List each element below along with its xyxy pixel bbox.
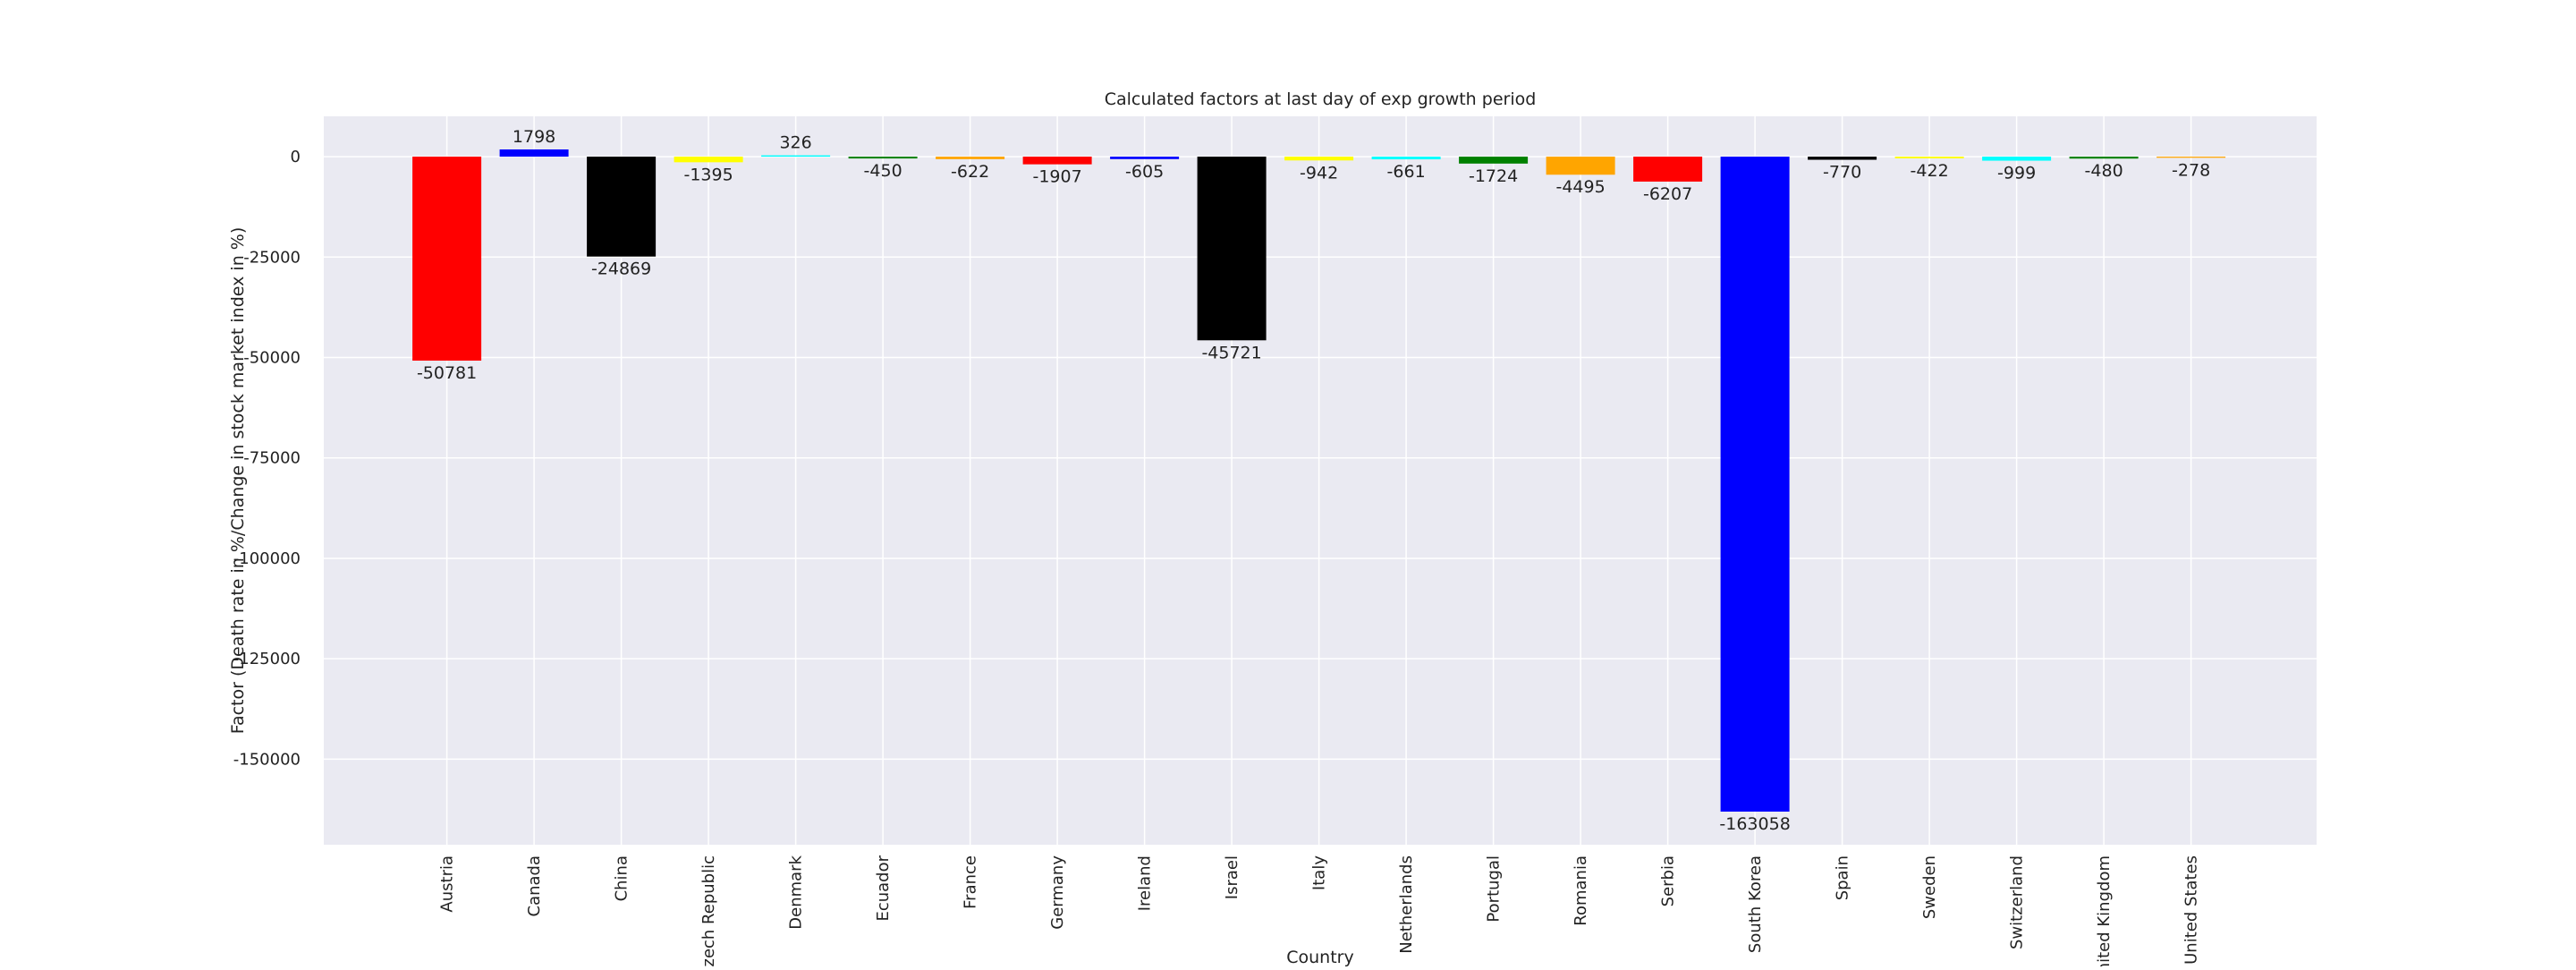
value-label: -1907 — [1032, 167, 1081, 187]
bar — [1720, 157, 1790, 812]
y-tick-label: -75000 — [243, 449, 301, 468]
value-label: -45721 — [1201, 343, 1261, 362]
x-tick-label: Denmark — [787, 855, 806, 929]
value-label: -622 — [951, 162, 989, 182]
y-tick-label: -150000 — [233, 750, 301, 769]
value-label: -661 — [1387, 162, 1426, 182]
value-label: -1724 — [1469, 166, 1518, 186]
x-tick-label: Israel — [1223, 855, 1241, 899]
value-label: -999 — [1997, 164, 2036, 183]
y-tick-label: 0 — [291, 148, 301, 166]
bar — [936, 157, 1005, 159]
bar — [1371, 157, 1441, 160]
x-axis-label: Country — [1286, 948, 1353, 966]
bar — [848, 157, 918, 159]
value-label: -942 — [1300, 163, 1338, 183]
bar — [674, 157, 743, 163]
bar — [1284, 157, 1354, 161]
plot-area — [324, 116, 2317, 845]
bar — [587, 157, 657, 257]
value-label: -1395 — [683, 165, 733, 184]
y-tick-label: -125000 — [233, 650, 301, 668]
bar — [1633, 157, 1703, 182]
bar — [1110, 157, 1180, 159]
x-tick-label: Switzerland — [2008, 855, 2027, 949]
x-tick-label: Spain — [1834, 855, 1852, 900]
bar — [761, 155, 831, 157]
x-tick-label: Sweden — [1920, 855, 1939, 919]
x-tick-label: Czech Republic — [699, 855, 718, 966]
value-label: -4495 — [1555, 177, 1605, 197]
bar — [2069, 157, 2139, 159]
x-tick-label: Austria — [438, 855, 457, 913]
x-tick-label: United Kingdom — [2095, 855, 2114, 966]
value-label: -6207 — [1643, 184, 1692, 204]
y-tick-label: -50000 — [243, 349, 301, 368]
bar — [1808, 157, 1877, 160]
x-tick-label: Ecuador — [874, 855, 893, 921]
bar — [412, 157, 482, 362]
value-label: -278 — [2172, 160, 2210, 180]
value-label: -422 — [1911, 161, 1949, 181]
value-label: -480 — [2085, 161, 2123, 181]
x-tick-label: United States — [2182, 855, 2201, 965]
chart-title: Calculated factors at last day of exp gr… — [1105, 89, 1537, 109]
x-tick-label: France — [962, 855, 980, 909]
x-tick-label: Portugal — [1485, 855, 1504, 923]
x-tick-label: Romania — [1572, 855, 1590, 926]
value-label: 1798 — [513, 127, 555, 147]
x-tick-label: Ireland — [1136, 855, 1155, 911]
x-tick-label: Serbia — [1659, 855, 1678, 906]
bar — [1894, 157, 1964, 158]
bar — [1022, 157, 1092, 165]
value-label: -24869 — [591, 260, 651, 279]
x-tick-label: Italy — [1310, 855, 1329, 890]
y-axis-label: Factor (Death rate in %/Change in stock … — [228, 227, 248, 734]
y-tick-label: -25000 — [243, 248, 301, 267]
value-label: -605 — [1125, 162, 1164, 182]
bar — [1546, 157, 1615, 175]
bar — [1197, 157, 1267, 341]
value-label: -450 — [864, 161, 902, 181]
value-label: -50781 — [417, 363, 477, 383]
x-tick-label: Netherlands — [1397, 855, 1416, 954]
bar — [1982, 157, 2052, 161]
y-tick-label: -100000 — [233, 549, 301, 568]
value-label: -770 — [1823, 163, 1861, 183]
value-label: -163058 — [1719, 814, 1790, 834]
bar — [1459, 157, 1529, 164]
x-tick-label: Canada — [525, 855, 544, 917]
x-tick-label: South Korea — [1746, 855, 1765, 953]
x-tick-label: Germany — [1048, 855, 1067, 930]
x-tick-label: China — [613, 855, 631, 901]
value-label: 326 — [779, 133, 811, 153]
bar — [499, 149, 569, 157]
